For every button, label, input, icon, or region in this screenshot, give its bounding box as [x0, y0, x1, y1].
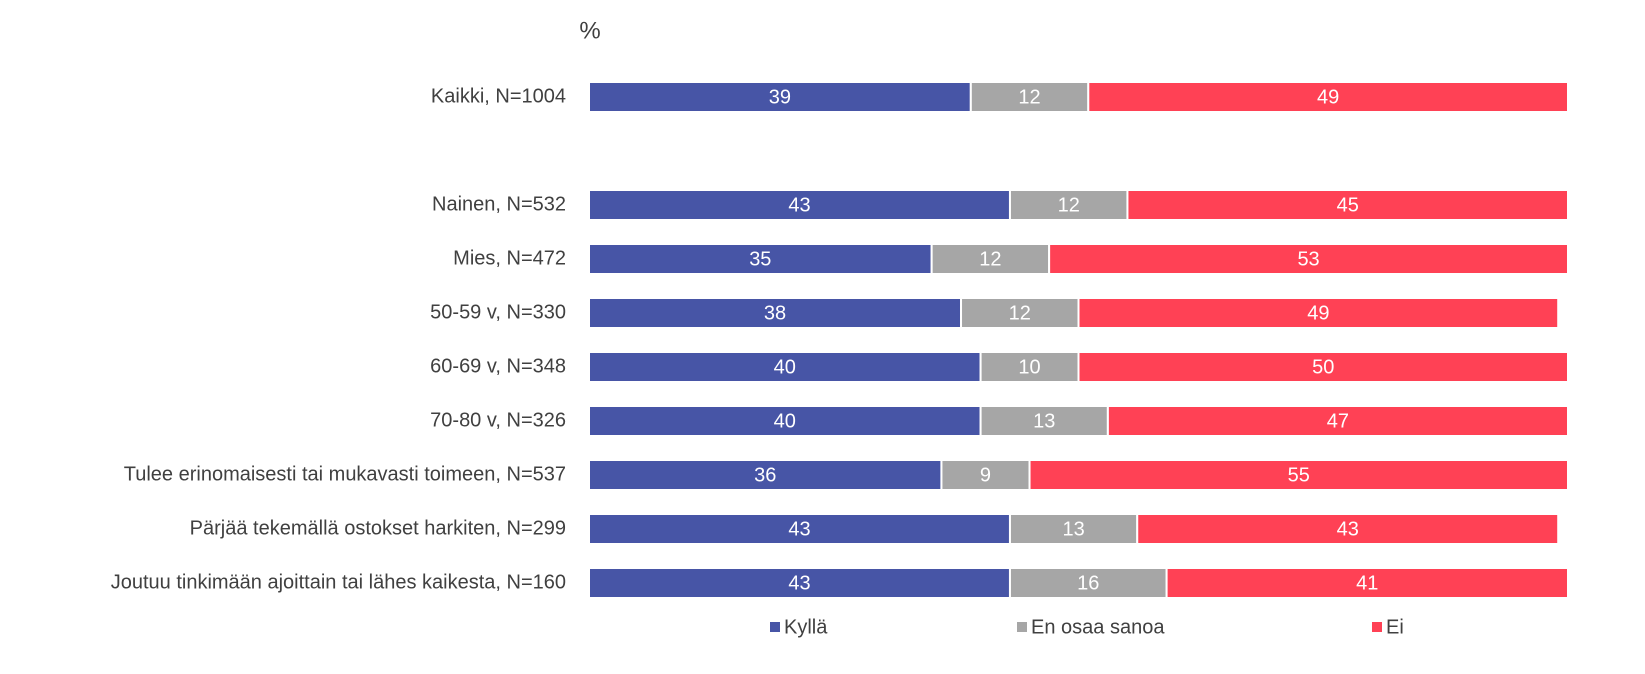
- value-label: 39: [769, 86, 791, 108]
- value-label: 41: [1356, 572, 1378, 594]
- category-label: Tulee erinomaisesti tai mukavasti toimee…: [124, 463, 566, 485]
- bar-segment: [1008, 189, 1129, 221]
- category-label: Nainen, N=532: [432, 193, 566, 215]
- bar-segment: [1077, 297, 1560, 329]
- bar-segment: [1126, 189, 1569, 221]
- bar-segment: [588, 297, 963, 329]
- bar-segment: [1087, 81, 1570, 113]
- value-label: 38: [764, 302, 786, 324]
- legend-label: Kyllä: [784, 616, 828, 638]
- bar-segment: [940, 459, 1031, 491]
- value-label: 13: [1033, 410, 1055, 432]
- category-label: Mies, N=472: [453, 247, 566, 269]
- legend-label: Ei: [1386, 616, 1404, 638]
- value-label: 12: [1018, 86, 1040, 108]
- value-label: 43: [788, 194, 810, 216]
- bar-segment: [1077, 351, 1569, 383]
- bar-segment: [588, 243, 933, 275]
- value-label: 43: [788, 518, 810, 540]
- category-label: Kaikki, N=1004: [431, 85, 566, 107]
- category-label: 50-59 v, N=330: [430, 301, 566, 323]
- value-label: 49: [1317, 86, 1339, 108]
- value-label: 12: [1009, 302, 1031, 324]
- bar-segment: [1165, 567, 1569, 599]
- bar-segment: [1048, 243, 1569, 275]
- bar-segment: [588, 513, 1011, 545]
- bar-segment: [930, 243, 1051, 275]
- value-label: 36: [754, 464, 776, 486]
- bar-segment: [1106, 405, 1569, 437]
- bar-segment: [979, 405, 1109, 437]
- value-label: 43: [788, 572, 810, 594]
- value-label: 13: [1062, 518, 1084, 540]
- bar-segment: [588, 351, 982, 383]
- legend-label: En osaa sanoa: [1031, 616, 1165, 638]
- legend-swatch: [1017, 622, 1027, 632]
- value-label: 45: [1337, 194, 1359, 216]
- value-label: 43: [1337, 518, 1359, 540]
- category-label: Pärjää tekemällä ostokset harkiten, N=29…: [190, 517, 566, 539]
- bar-segment: [588, 459, 943, 491]
- bar-segment: [1008, 513, 1139, 545]
- category-label: 70-80 v, N=326: [430, 409, 566, 431]
- value-label: 10: [1018, 356, 1040, 378]
- category-label: Joutuu tinkimään ajoittain tai lähes kai…: [111, 571, 566, 593]
- bar-segment: [588, 567, 1011, 599]
- value-label: 50: [1312, 356, 1334, 378]
- value-label: 40: [774, 410, 796, 432]
- category-label: 60-69 v, N=348: [430, 355, 566, 377]
- value-label: 49: [1307, 302, 1329, 324]
- legend-swatch: [1372, 622, 1382, 632]
- bar-segment: [979, 351, 1080, 383]
- bar-segment: [969, 81, 1090, 113]
- value-label: 16: [1077, 572, 1099, 594]
- value-label: 12: [1058, 194, 1080, 216]
- bar-segment: [1136, 513, 1560, 545]
- bar-segment: [1028, 459, 1570, 491]
- bar-segment: [588, 405, 982, 437]
- value-label: 47: [1327, 410, 1349, 432]
- value-label: 55: [1288, 464, 1310, 486]
- value-label: 12: [979, 248, 1001, 270]
- bar-segment: [588, 81, 972, 113]
- chart-title: %: [579, 17, 600, 44]
- value-label: 53: [1297, 248, 1319, 270]
- value-label: 40: [774, 356, 796, 378]
- value-label: 9: [980, 464, 991, 486]
- legend-swatch: [770, 622, 780, 632]
- value-label: 35: [749, 248, 771, 270]
